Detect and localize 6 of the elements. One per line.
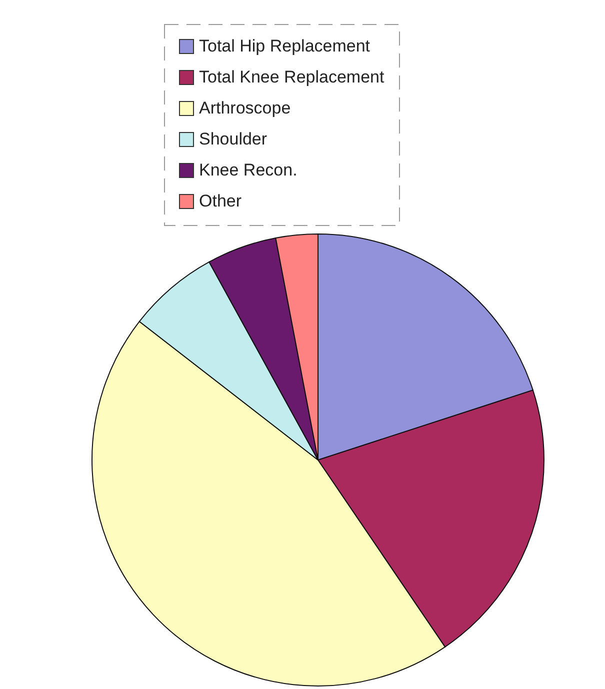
legend-label: Other [199,192,242,210]
legend-label: Total Hip Replacement [199,36,370,56]
legend-label: Shoulder [199,130,268,148]
legend-label: Knee Recon. [199,160,298,180]
legend-label: Arthroscope [199,98,291,118]
legend-label: Total Knee Replacement [199,68,384,86]
